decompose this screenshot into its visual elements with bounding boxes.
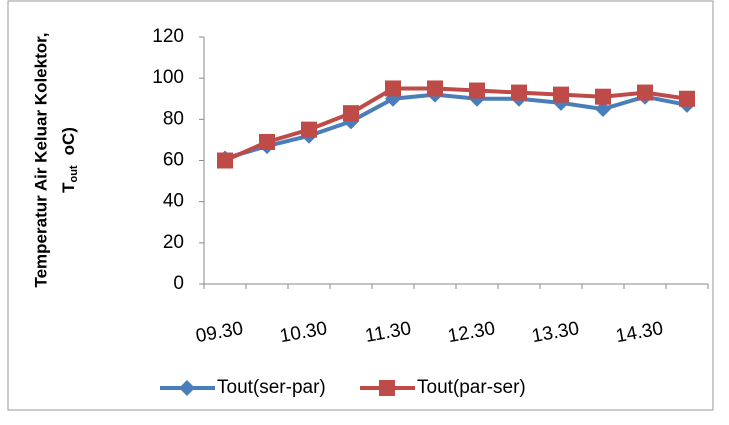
y-label-subscript: out [68, 165, 80, 182]
y-tick-label: 100 [152, 67, 184, 88]
y-label-unit-text: oC) [59, 127, 78, 155]
y-label-unit: Tout oC) [59, 127, 79, 193]
marker [343, 105, 359, 122]
marker [679, 90, 695, 107]
chart-border [7, 0, 714, 411]
y-axis-label: Temperatur Air Keluar Kolektor, Tout oC) [31, 32, 79, 287]
y-tick-label: 80 [163, 108, 184, 129]
marker [385, 80, 401, 97]
marker [553, 86, 569, 103]
legend-marker [179, 380, 195, 396]
y-tick-label: 60 [163, 150, 184, 171]
y-tick-label: 20 [163, 232, 184, 253]
legend-label: Tout(ser-par) [217, 377, 326, 398]
marker [637, 84, 653, 101]
marker [301, 121, 317, 138]
marker [469, 82, 485, 99]
y-tick-label: 0 [173, 273, 184, 294]
marker [427, 80, 443, 97]
marker [259, 133, 275, 150]
legend-label: Tout(par-ser) [417, 377, 526, 398]
y-tick-label: 120 [152, 26, 184, 47]
legend-marker [379, 380, 395, 396]
marker [217, 152, 233, 169]
marker [511, 84, 527, 101]
marker [595, 101, 611, 118]
y-tick-label: 40 [163, 191, 184, 212]
y-label-symbol: T [59, 182, 78, 193]
y-label-main: Temperatur Air Keluar Kolektor, [31, 32, 50, 287]
marker [595, 88, 611, 105]
